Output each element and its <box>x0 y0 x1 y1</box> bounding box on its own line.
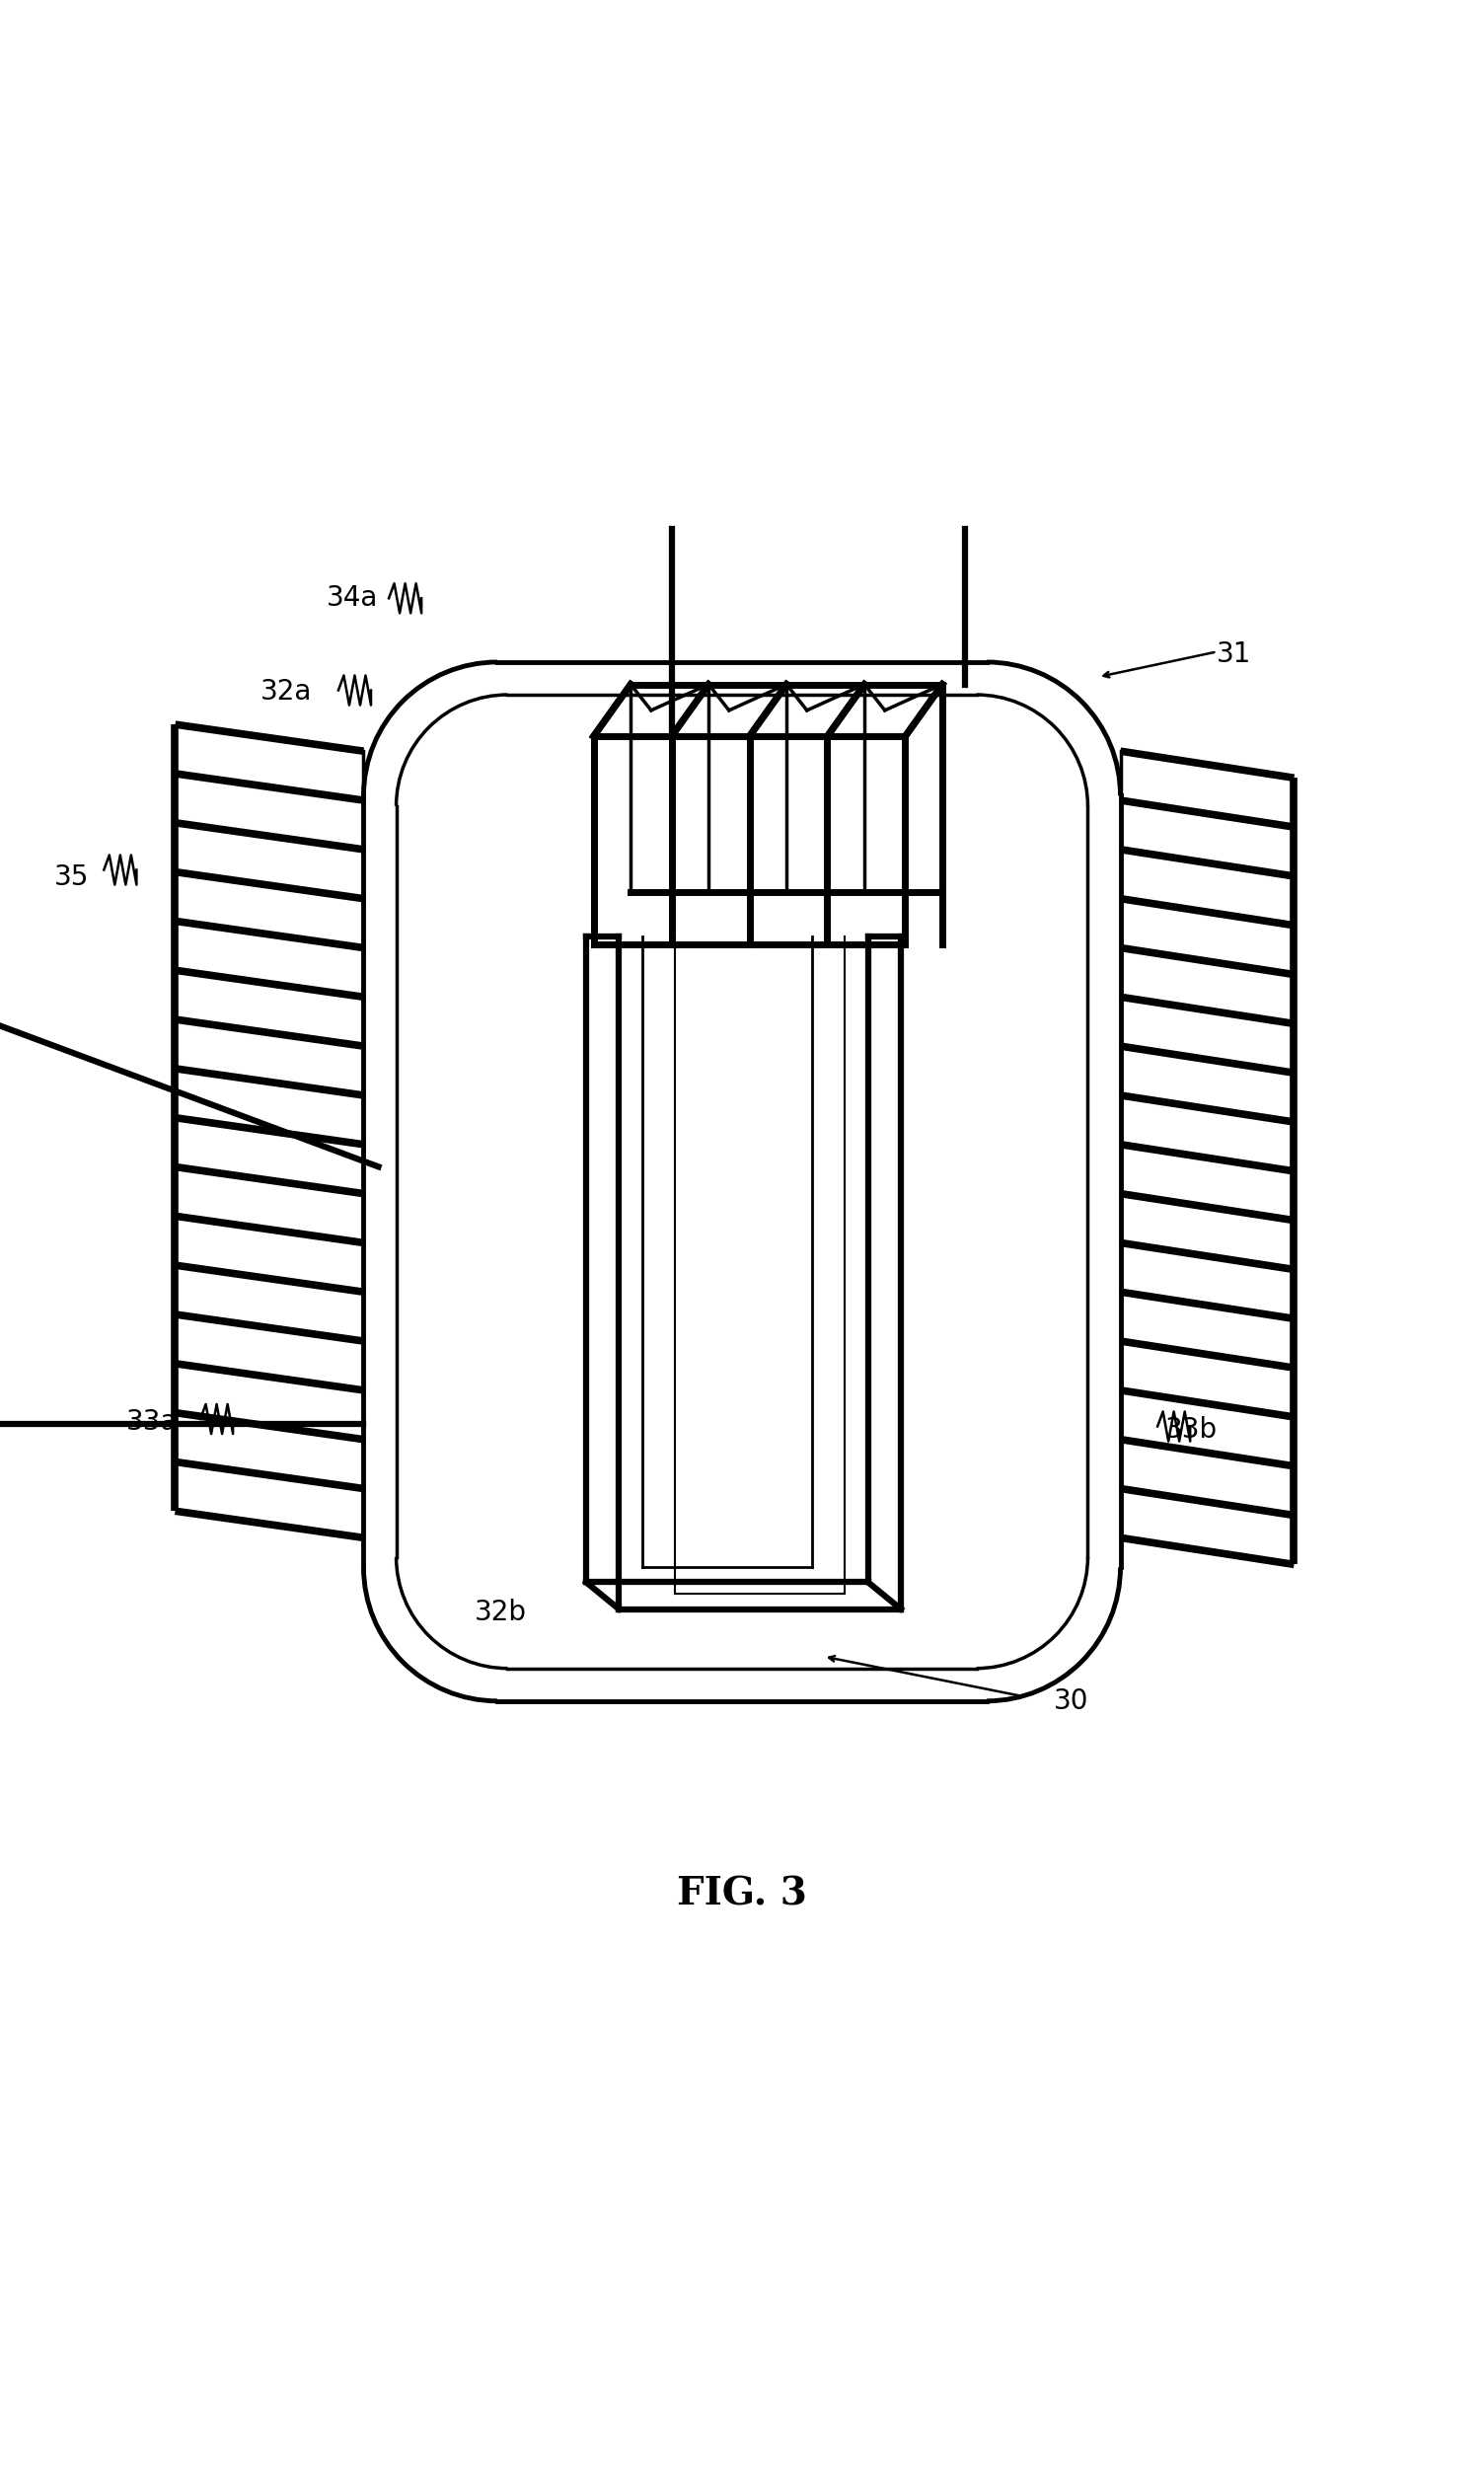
Text: 31: 31 <box>1217 641 1252 669</box>
Text: 32a: 32a <box>260 678 312 706</box>
Text: 33b: 33b <box>1165 1416 1217 1443</box>
Text: 34a: 34a <box>326 585 378 612</box>
Text: FIG. 3: FIG. 3 <box>677 1875 807 1912</box>
Text: 32b: 32b <box>475 1599 527 1626</box>
Text: 30: 30 <box>1054 1687 1089 1715</box>
Text: 33a: 33a <box>126 1409 178 1436</box>
Text: 35: 35 <box>53 863 89 891</box>
